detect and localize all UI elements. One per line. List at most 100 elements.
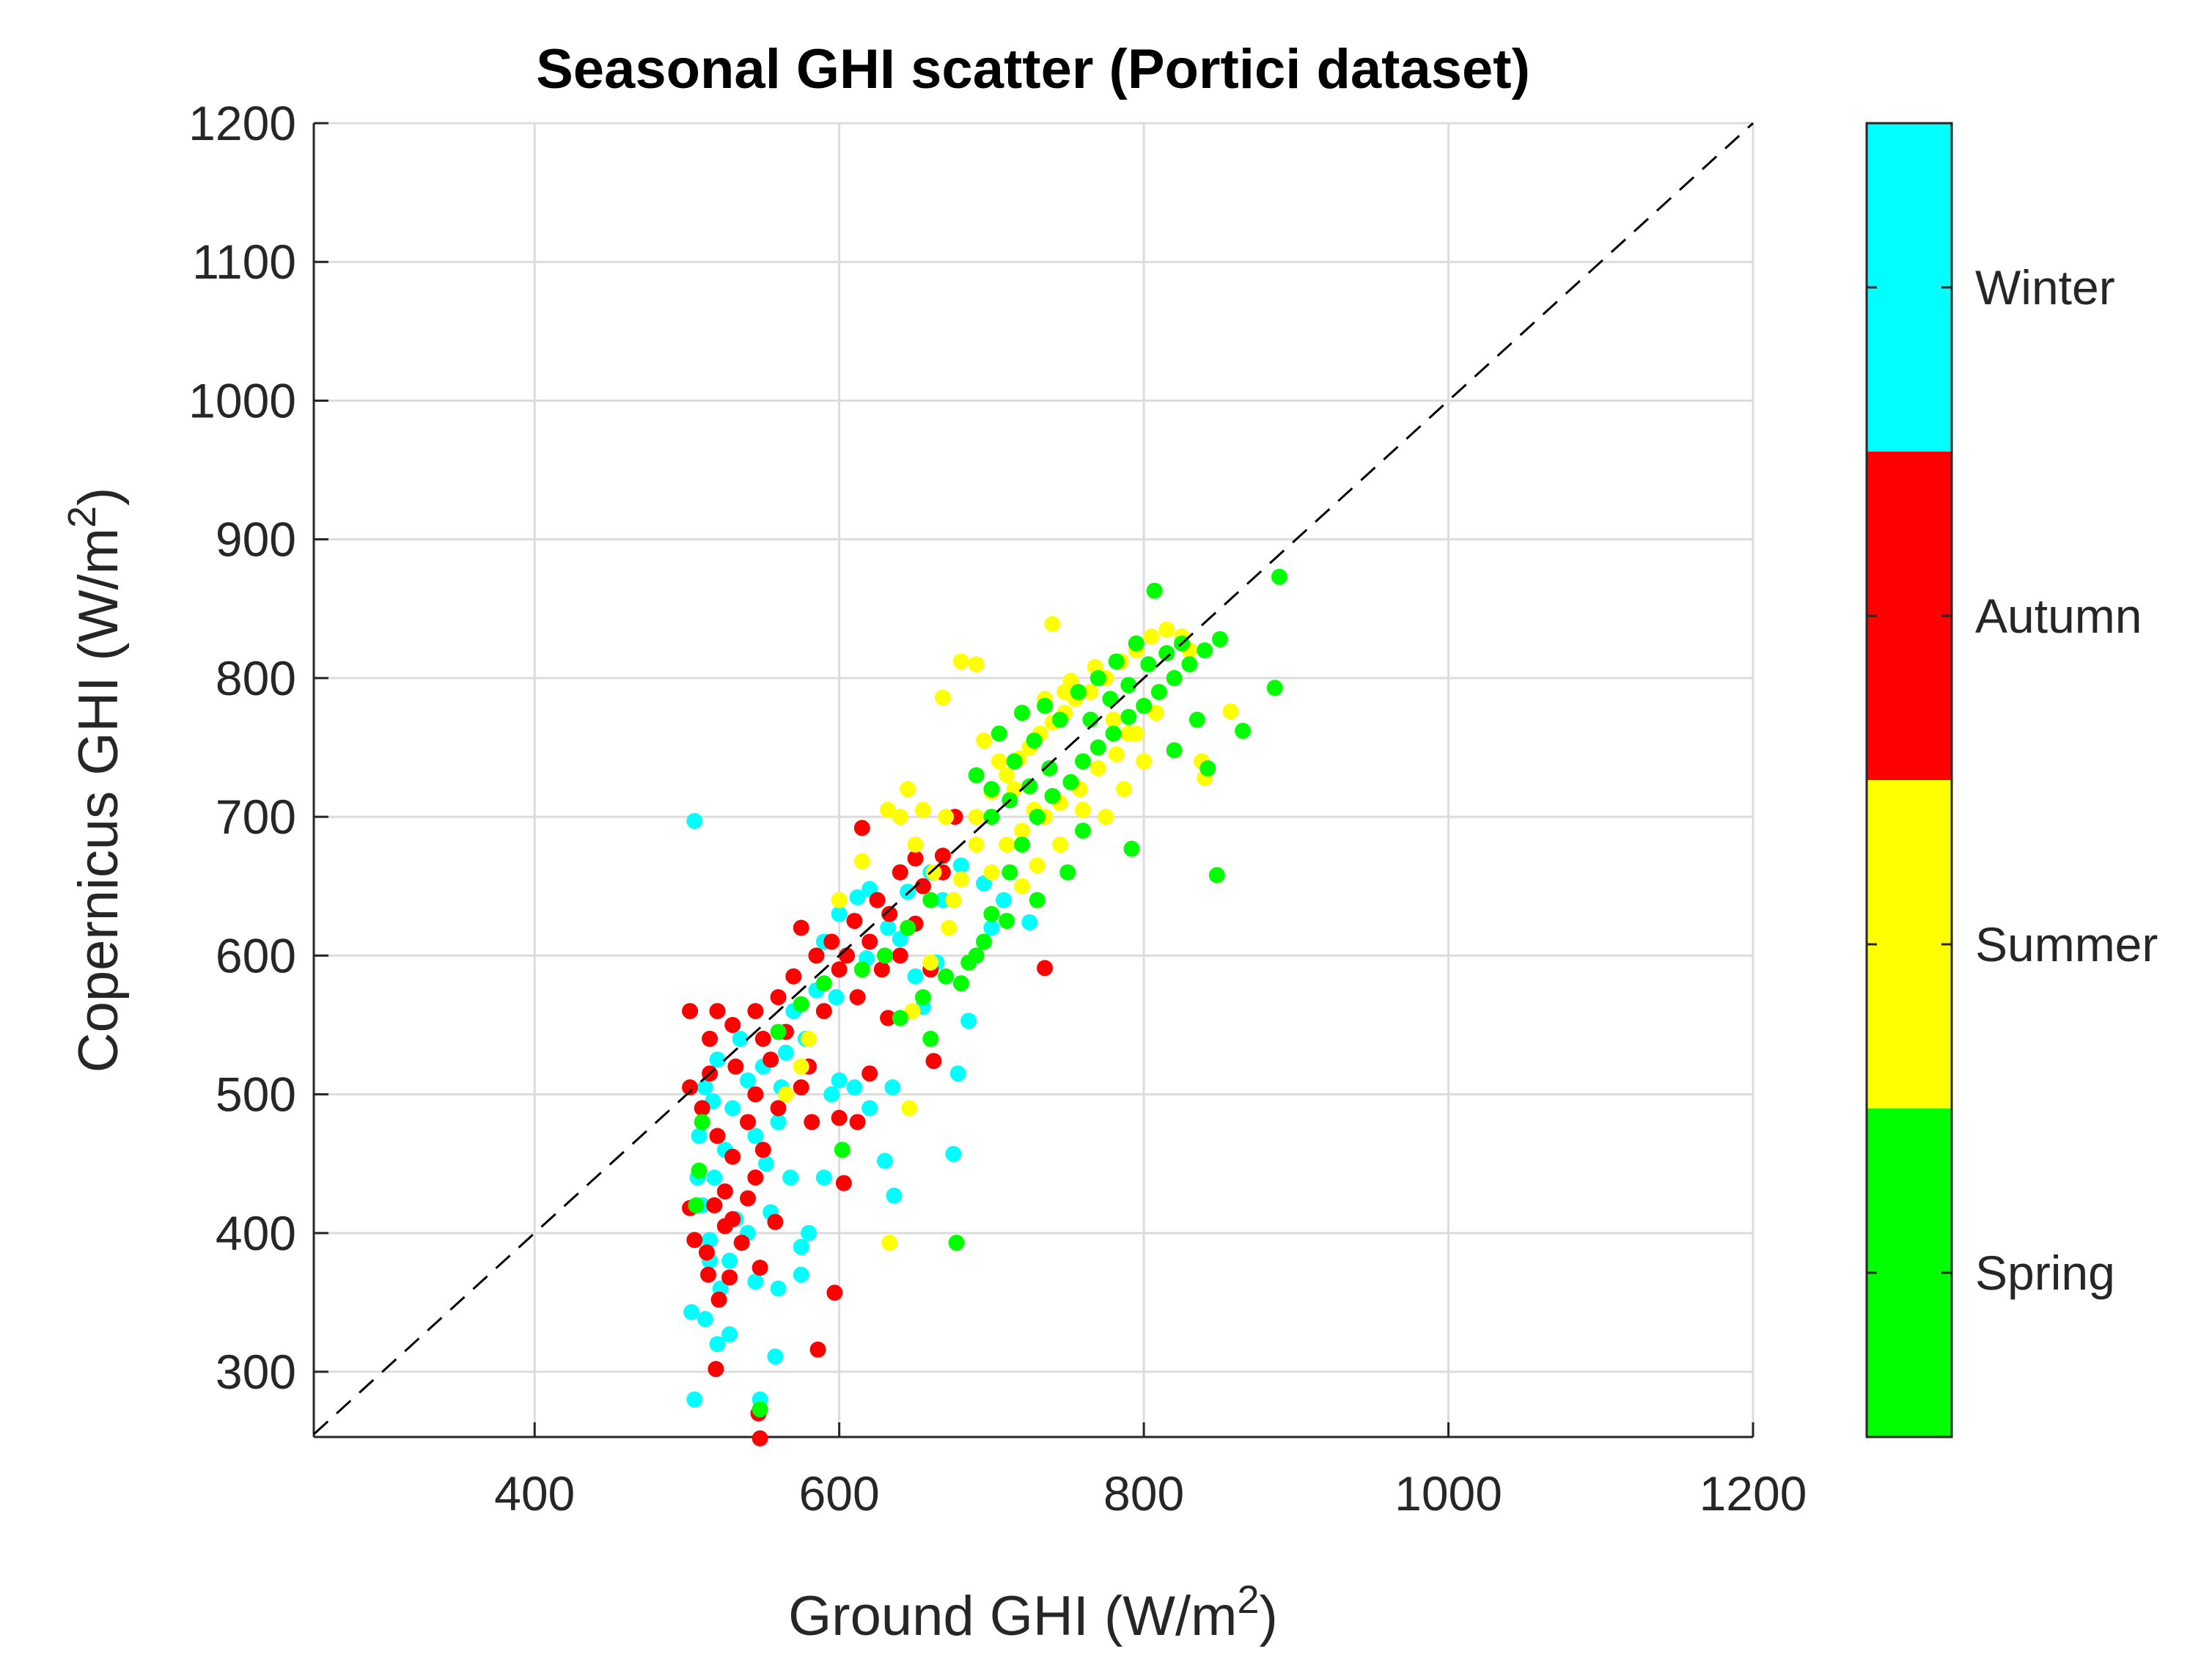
data-point-summer bbox=[1128, 725, 1144, 742]
data-point-summer bbox=[1051, 836, 1068, 853]
data-point-autumn bbox=[914, 878, 931, 894]
data-point-winter bbox=[960, 1012, 977, 1029]
data-point-autumn bbox=[709, 1128, 726, 1144]
data-point-winter bbox=[823, 1086, 840, 1103]
data-point-spring bbox=[1090, 669, 1106, 686]
data-point-spring bbox=[1146, 582, 1163, 599]
data-point-spring bbox=[1059, 864, 1076, 881]
data-point-autumn bbox=[682, 1079, 699, 1096]
chart-title: Seasonal GHI scatter (Portici dataset) bbox=[536, 38, 1530, 100]
data-point-winter bbox=[828, 989, 845, 1006]
data-point-autumn bbox=[747, 1169, 764, 1186]
data-point-summer bbox=[991, 753, 1007, 770]
data-point-summer bbox=[925, 864, 942, 881]
data-point-winter bbox=[702, 1232, 719, 1249]
data-point-winter bbox=[747, 1128, 764, 1144]
data-point-autumn bbox=[710, 1291, 727, 1308]
data-point-summer bbox=[999, 767, 1015, 784]
data-point-autumn bbox=[853, 820, 870, 837]
data-point-spring bbox=[752, 1401, 768, 1418]
data-point-spring bbox=[960, 954, 977, 971]
data-point-summer bbox=[914, 801, 931, 818]
data-point-spring bbox=[922, 892, 939, 908]
data-point-spring bbox=[999, 913, 1015, 930]
data-point-winter bbox=[983, 919, 1000, 936]
data-point-autumn bbox=[740, 1114, 757, 1131]
data-point-summer bbox=[975, 732, 992, 749]
data-point-autumn bbox=[747, 1003, 764, 1020]
colorbar: Spring Summer Autumn Winter bbox=[1867, 123, 2158, 1437]
data-point-spring bbox=[952, 975, 969, 992]
data-point-winter bbox=[815, 1169, 832, 1186]
data-point-spring bbox=[892, 1010, 908, 1026]
data-point-summer bbox=[952, 653, 969, 670]
data-point-spring bbox=[991, 725, 1007, 742]
data-point-summer bbox=[945, 892, 962, 908]
data-point-spring bbox=[1105, 725, 1122, 742]
data-point-summer bbox=[907, 836, 924, 853]
data-point-autumn bbox=[724, 1148, 741, 1165]
data-point-winter bbox=[801, 1224, 817, 1241]
data-point-autumn bbox=[747, 1086, 764, 1103]
data-point-summer bbox=[777, 1086, 794, 1103]
x-tick-label: 800 bbox=[1103, 1466, 1184, 1521]
data-point-autumn bbox=[752, 1430, 768, 1447]
data-point-winter bbox=[721, 1326, 738, 1342]
data-point-winter bbox=[886, 1187, 903, 1204]
data-point-autumn bbox=[861, 1065, 878, 1082]
data-point-summer bbox=[1136, 753, 1153, 770]
data-point-spring bbox=[1235, 722, 1252, 739]
data-point-autumn bbox=[831, 1109, 848, 1126]
y-tick-labels: 300 400 500 600 700 800 900 1000 1100 1200 bbox=[188, 96, 296, 1399]
data-point-winter bbox=[732, 1030, 749, 1047]
data-point-spring bbox=[853, 961, 870, 978]
data-point-autumn bbox=[682, 1003, 699, 1020]
data-point-autumn bbox=[846, 913, 863, 930]
data-point-winter bbox=[995, 892, 1012, 908]
data-point-autumn bbox=[892, 864, 908, 881]
data-point-autumn bbox=[1037, 960, 1054, 977]
colorbar-segment-summer bbox=[1867, 780, 1952, 1109]
data-point-spring bbox=[948, 1235, 965, 1252]
data-point-spring bbox=[1271, 568, 1287, 585]
data-point-summer bbox=[801, 1030, 817, 1047]
y-axis-label: Copernicus GHI (W/m2) bbox=[60, 488, 130, 1073]
data-point-winter bbox=[706, 1169, 723, 1186]
data-point-winter bbox=[793, 1238, 809, 1255]
data-point-summer bbox=[1158, 621, 1175, 638]
data-point-spring bbox=[983, 905, 1000, 922]
data-point-spring bbox=[1029, 809, 1046, 826]
data-point-summer bbox=[1013, 823, 1030, 839]
data-point-winter bbox=[697, 1311, 713, 1328]
data-point-summer bbox=[952, 871, 969, 888]
data-point-spring bbox=[1062, 773, 1079, 790]
data-point-spring bbox=[1181, 655, 1198, 672]
series-summer bbox=[777, 616, 1239, 1252]
data-point-autumn bbox=[698, 1244, 715, 1261]
data-point-spring bbox=[975, 933, 992, 950]
data-point-autumn bbox=[733, 1235, 750, 1252]
data-point-spring bbox=[1075, 823, 1092, 839]
data-point-autumn bbox=[881, 905, 898, 922]
data-point-winter bbox=[740, 1072, 757, 1089]
data-point-autumn bbox=[804, 1114, 820, 1131]
data-point-summer bbox=[1013, 878, 1030, 894]
data-point-autumn bbox=[700, 1266, 717, 1283]
data-point-autumn bbox=[835, 1175, 852, 1191]
data-point-spring bbox=[938, 968, 955, 985]
data-point-spring bbox=[691, 1162, 708, 1179]
data-point-autumn bbox=[849, 1114, 866, 1131]
colorbar-frame bbox=[1865, 122, 1953, 1438]
data-point-summer bbox=[904, 1003, 921, 1020]
data-point-winter bbox=[686, 1391, 703, 1408]
data-point-autumn bbox=[934, 848, 951, 864]
data-point-winter bbox=[782, 1169, 799, 1186]
data-point-summer bbox=[941, 919, 958, 936]
data-point-spring bbox=[834, 1142, 850, 1158]
data-point-summer bbox=[1147, 705, 1164, 721]
data-point-winter bbox=[831, 905, 848, 922]
data-point-autumn bbox=[880, 1010, 897, 1026]
data-point-winter bbox=[793, 1266, 809, 1283]
data-point-spring bbox=[1188, 711, 1205, 728]
